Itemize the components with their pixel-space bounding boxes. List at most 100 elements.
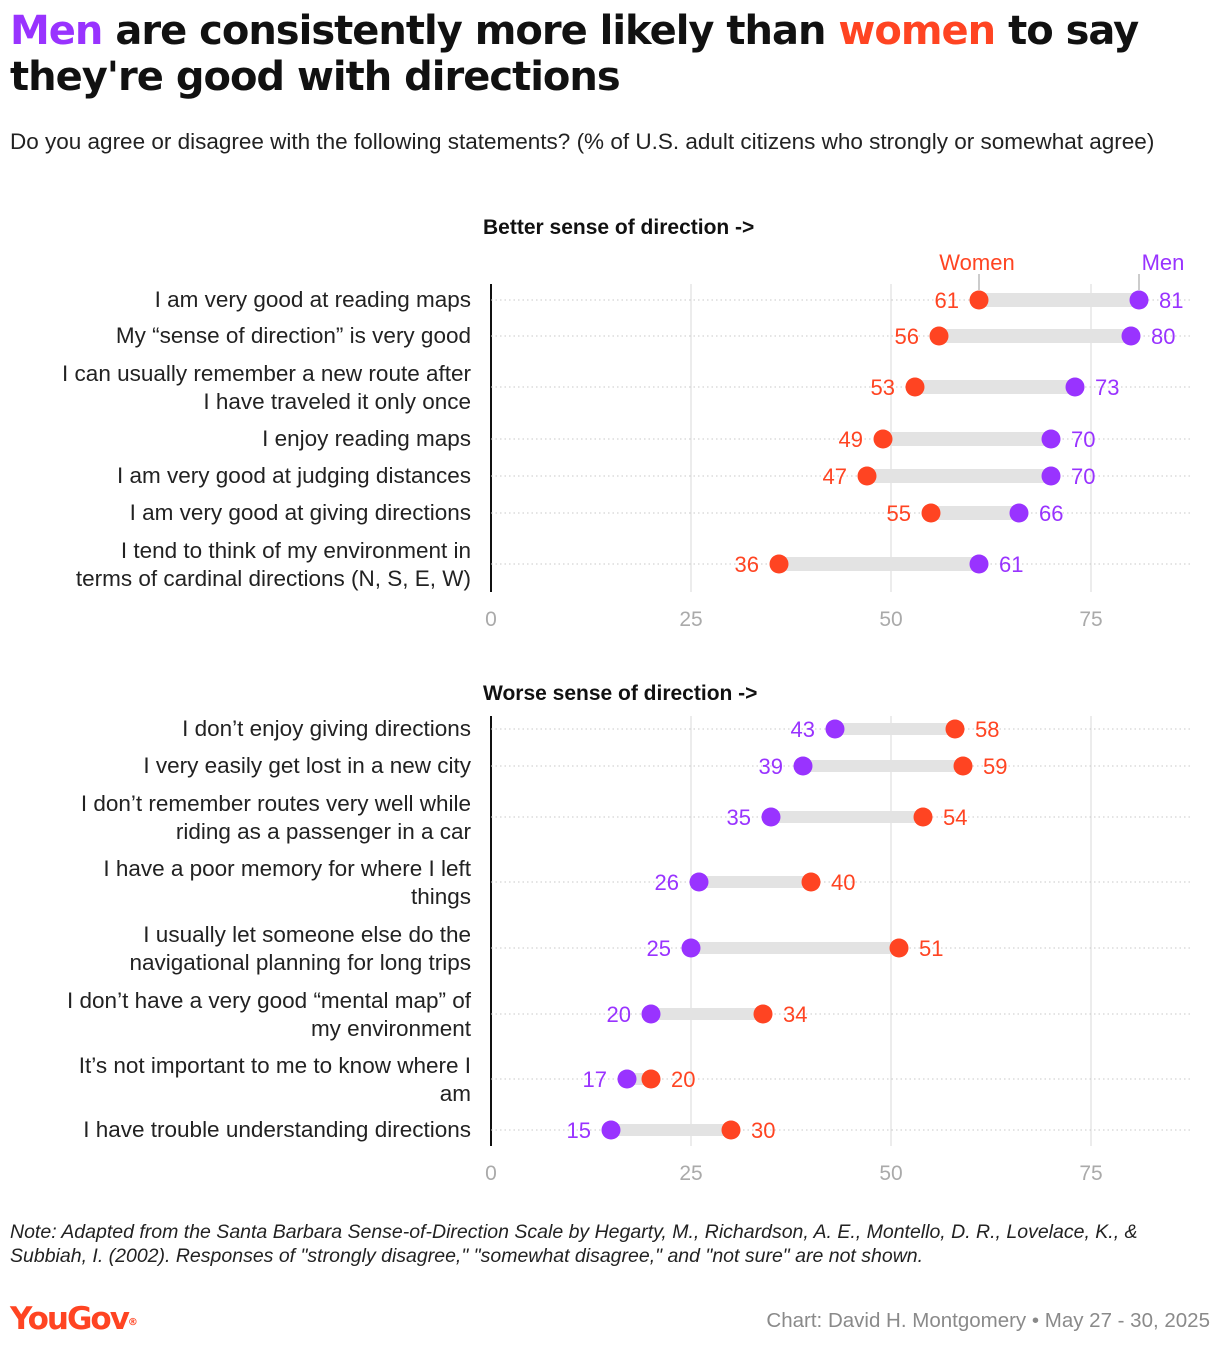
row-label: My “sense of direction” is very good — [116, 323, 471, 348]
row-label: I enjoy reading maps — [262, 426, 471, 451]
row-label: navigational planning for long trips — [130, 950, 471, 975]
x-tick-label-50: 50 — [879, 1162, 902, 1185]
men-value-label: 73 — [1095, 375, 1119, 400]
men-dot — [1122, 327, 1141, 346]
data-row: I am very good at reading maps 81 61 — [155, 287, 1190, 313]
data-row: I very easily get lost in a new city 39 59 — [143, 753, 1190, 779]
men-value-label: 26 — [655, 870, 679, 895]
women-dot — [802, 873, 821, 892]
row-label: I tend to think of my environment in — [121, 538, 471, 563]
gap-connector-bar — [779, 557, 979, 571]
women-dot — [930, 327, 949, 346]
dot-plot-chart: Better sense of direction ->0 25 50 75I am … — [0, 0, 1220, 1350]
men-dot — [1130, 291, 1149, 310]
women-value-label: 59 — [983, 754, 1007, 779]
men-value-label: 70 — [1071, 464, 1095, 489]
women-value-label: 54 — [943, 805, 967, 830]
gap-connector-bar — [771, 811, 923, 823]
men-value-label: 70 — [1071, 427, 1095, 452]
data-row: I usually let someone else do the navigat… — [130, 922, 1190, 975]
men-dot — [642, 1005, 661, 1024]
men-value-label: 20 — [607, 1002, 631, 1027]
x-tick-label-0: 0 — [485, 1162, 497, 1185]
registered-mark: ® — [128, 1317, 138, 1328]
women-value-label: 20 — [671, 1067, 695, 1092]
panel-1: Better sense of direction -> 0 25 50 75 I am … — [62, 216, 1190, 631]
men-dot — [826, 720, 845, 739]
x-tick-label-50: 50 — [879, 608, 902, 631]
row-label: I am very good at giving directions — [130, 500, 471, 525]
gap-connector-bar — [867, 469, 1051, 483]
women-dot — [642, 1070, 661, 1089]
row-label: my environment — [311, 1016, 472, 1041]
row-label: It’s not important to me to know where I — [79, 1053, 471, 1078]
women-dot — [946, 720, 965, 739]
yougov-logo-text: YouGov — [10, 1301, 128, 1337]
women-value-label: 34 — [783, 1002, 807, 1027]
row-label: I don’t enjoy giving directions — [182, 716, 471, 741]
x-tick-label-25: 25 — [679, 608, 702, 631]
gap-connector-bar — [611, 1124, 731, 1136]
panel-2: Worse sense of direction ->0 25 50 75I don’… — [67, 682, 1190, 1185]
chart-credit: Chart: David H. Montgomery • May 27 - 30… — [766, 1308, 1210, 1334]
women-dot — [858, 467, 877, 486]
women-value-label: 56 — [895, 324, 919, 349]
data-row: I tend to think of my environment interm… — [76, 538, 1190, 591]
gap-connector-bar — [979, 293, 1139, 307]
data-row: I don’t have a very good “mental map” of… — [67, 988, 1190, 1041]
data-row: I have a poor memory for where I left thi… — [103, 856, 1190, 909]
data-row: I am very good at giving directions 66 55 — [130, 500, 1190, 526]
gap-connector-bar — [699, 876, 811, 888]
women-dot — [922, 504, 941, 523]
women-value-label: 58 — [975, 717, 999, 742]
gap-connector-bar — [651, 1008, 763, 1020]
women-dot — [954, 757, 973, 776]
gap-connector-bar — [915, 380, 1075, 394]
women-value-label: 36 — [735, 552, 759, 577]
men-dot — [602, 1121, 621, 1140]
women-value-label: 40 — [831, 870, 855, 895]
men-value-label: 35 — [727, 805, 751, 830]
data-row: It’s not important to me to know where I… — [79, 1053, 1190, 1106]
women-dot — [722, 1121, 741, 1140]
data-row: I am very good at judging distances 70 47 — [117, 463, 1190, 489]
data-row: My “sense of direction” is very good 80 56 — [116, 323, 1190, 349]
women-value-label: 49 — [839, 427, 863, 452]
legend-women-label: Women — [939, 250, 1014, 275]
data-row: I have trouble understanding directions 1… — [83, 1117, 1190, 1143]
men-value-label: 80 — [1151, 324, 1175, 349]
gap-connector-bar — [691, 942, 899, 954]
data-row: I don’t remember routes very well while r… — [81, 791, 1190, 844]
x-tick-label-0: 0 — [485, 608, 497, 631]
row-label: I very easily get lost in a new city — [143, 753, 471, 778]
men-dot — [1066, 378, 1085, 397]
gap-connector-bar — [835, 723, 955, 735]
legend-men-label: Men — [1142, 250, 1185, 275]
women-value-label: 30 — [751, 1118, 775, 1143]
row-label: I don’t have a very good “mental map” of — [67, 988, 472, 1013]
women-dot — [890, 939, 909, 958]
men-dot — [970, 555, 989, 574]
women-dot — [770, 555, 789, 574]
x-tick-label-75: 75 — [1079, 608, 1102, 631]
row-label: I am very good at judging distances — [117, 463, 471, 488]
men-value-label: 43 — [791, 717, 815, 742]
gap-connector-bar — [939, 329, 1131, 343]
women-value-label: 51 — [919, 936, 943, 961]
women-value-label: 55 — [887, 501, 911, 526]
yougov-logo: YouGov® — [10, 1300, 138, 1338]
row-label: I don’t remember routes very well while — [81, 791, 471, 816]
row-label: riding as a passenger in a car — [176, 819, 472, 844]
row-label: I have trouble understanding directions — [83, 1117, 471, 1142]
men-dot — [762, 808, 781, 827]
row-label: I usually let someone else do the — [143, 922, 471, 947]
men-dot — [1042, 430, 1061, 449]
men-value-label: 17 — [583, 1067, 607, 1092]
women-dot — [914, 808, 933, 827]
women-value-label: 61 — [935, 288, 959, 313]
men-value-label: 39 — [759, 754, 783, 779]
women-value-label: 53 — [871, 375, 895, 400]
men-value-label: 25 — [647, 936, 671, 961]
men-dot — [690, 873, 709, 892]
women-value-label: 47 — [823, 464, 847, 489]
